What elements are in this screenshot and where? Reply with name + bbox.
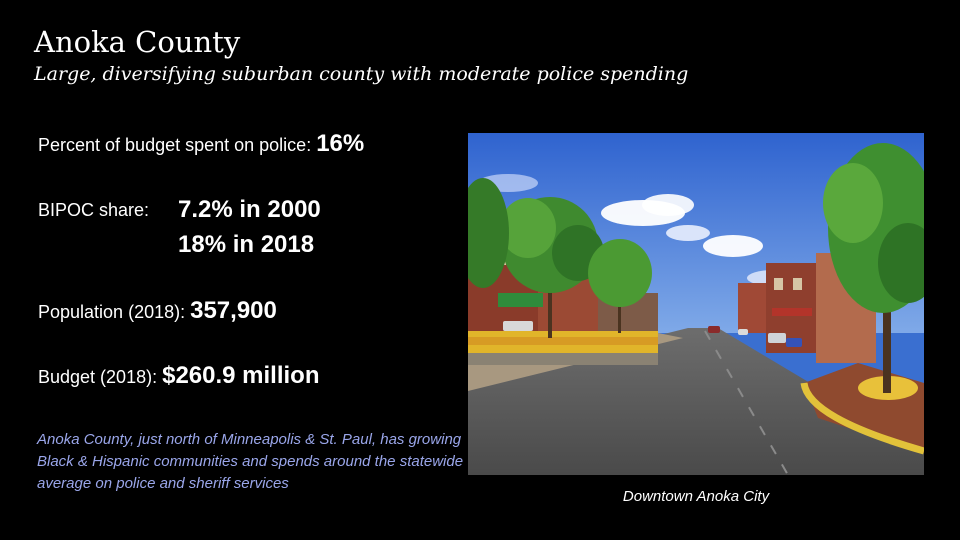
budget-stat: Budget (2018): $260.9 million <box>38 361 320 392</box>
bipoc-share-2018: 18% in 2018 <box>178 230 314 261</box>
county-description: Anoka County, just north of Minneapolis … <box>37 431 464 492</box>
population-value: 357,900 <box>190 297 277 324</box>
population-label: Population (2018): <box>38 302 191 322</box>
slide-title: Anoka County <box>34 25 241 59</box>
photo-caption: Downtown Anoka City <box>622 488 770 505</box>
downtown-photo <box>468 133 924 475</box>
police-spending-stat: Percent of budget spent on police: 16% <box>38 129 364 160</box>
police-spending-label: Percent of budget spent on police: <box>38 135 317 155</box>
bipoc-share-2018-value: 18% in 2018 <box>178 231 315 258</box>
bipoc-share-label: BIPOC share: <box>38 200 150 220</box>
police-spending-value: 16% <box>316 130 365 157</box>
slide-subtitle: Large, diversifying suburban county with… <box>34 63 689 85</box>
budget-label: Budget (2018): <box>38 367 163 387</box>
population-stat: Population (2018): 357,900 <box>38 296 277 327</box>
budget-value: $260.9 million <box>162 362 320 389</box>
bipoc-share-2000-value: 7.2% in 2000 <box>178 196 321 223</box>
bipoc-share-2000: 7.2% in 2000 <box>178 195 321 226</box>
